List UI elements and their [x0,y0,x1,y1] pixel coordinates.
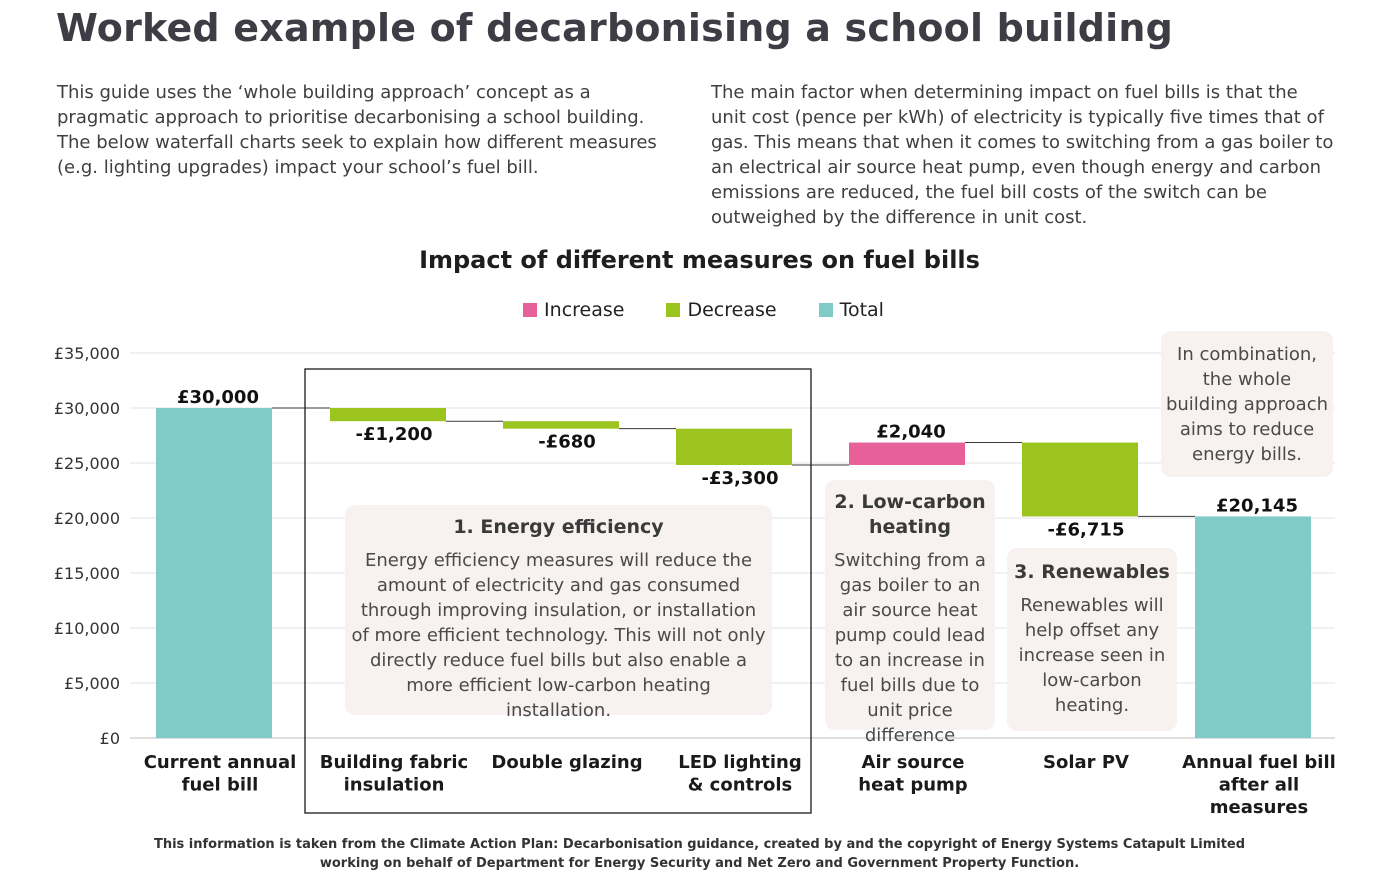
legend-item-total: Total [818,299,884,321]
legend-swatch-decrease [666,303,681,317]
y-tick-label: £10,000 [54,619,120,638]
legend-item-increase: Increase [523,299,624,321]
callout-combination-text: In combination, the whole building appro… [1165,344,1329,465]
energy-efficiency-group-box [304,368,812,814]
callout-low-carbon-heating: 2. Low-carbon heating Switching from a g… [825,480,995,746]
category-label-building-fabric-insulation: insulation [344,775,445,796]
category-label-air-source-heat-pump: heat pump [858,775,967,796]
footer-line-2: working on behalf of Department for Ener… [319,856,1080,871]
category-label-current-annual-fuel-bill: Current annual [144,752,297,773]
category-label-building-fabric-insulation: Building fabric [320,752,468,773]
callout-energy-efficiency-heading: 1. Energy efficiency [453,516,664,538]
data-label-led-lighting-controls: -£3,300 [702,468,779,489]
y-tick-label: £25,000 [54,454,120,473]
callout-energy-efficiency-text: Energy efficiency measures will reduce t… [351,550,766,721]
legend-label-increase: Increase [544,299,625,321]
category-label-annual-fuel-bill-after-all-measures: after all [1219,775,1299,796]
data-label-solar-pv: -£6,715 [1048,519,1125,540]
bar-led-lighting-controls [676,428,792,465]
callout-low-carbon-heating-text: Switching from a gas boiler to an air so… [834,550,986,746]
data-label-current-annual-fuel-bill: £30,000 [177,387,259,408]
data-label-double-glazing: -£680 [538,432,596,453]
callout-renewables-heading: 3. Renewables [1014,561,1170,583]
bar-building-fabric-insulation [330,408,446,422]
page-title: Worked example of decarbonising a school… [56,6,1173,50]
category-label-air-source-heat-pump: Air source [862,752,965,773]
legend-label-decrease: Decrease [687,299,777,321]
data-label-annual-fuel-bill-after-all-measures: £20,145 [1216,495,1298,516]
legend-item-decrease: Decrease [666,299,777,321]
bar-air-source-heat-pump [849,442,965,465]
y-tick-label: £15,000 [54,564,120,583]
legend-swatch-increase [523,303,538,317]
callout-energy-efficiency: 1. Energy efficiency Energy efficiency m… [345,505,772,721]
callout-combination: In combination, the whole building appro… [1161,331,1333,477]
category-label-annual-fuel-bill-after-all-measures: measures [1210,797,1308,818]
intro-left-paragraph: This guide uses the ‘whole building appr… [57,82,657,178]
y-tick-label: £5,000 [64,674,120,693]
chart-title: Impact of different measures on fuel bil… [419,246,980,274]
category-label-led-lighting-controls: & controls [688,775,793,796]
bar-double-glazing [503,421,619,429]
source-footer: This information is taken from the Clima… [0,835,1399,873]
data-label-air-source-heat-pump: £2,040 [876,422,945,443]
legend-swatch-total [818,303,833,317]
y-tick-label: £20,000 [54,509,120,528]
y-tick-label: £30,000 [54,399,120,418]
bar-annual-fuel-bill-after-all-measures [1195,516,1311,738]
category-label-current-annual-fuel-bill: fuel bill [182,775,259,796]
legend-label-total: Total [839,299,884,321]
intro-right-paragraph: The main factor when determining impact … [711,82,1334,228]
y-tick-label: £0 [100,729,120,748]
category-label-solar-pv: Solar PV [1043,752,1129,773]
callout-renewables-text: Renewables will help offset any increase… [1018,595,1166,716]
y-tick-label: £35,000 [54,344,120,363]
category-label-double-glazing: Double glazing [491,752,642,773]
category-label-led-lighting-controls: LED lighting [678,752,802,773]
bar-solar-pv [1022,442,1138,517]
bar-current-annual-fuel-bill [156,408,272,738]
callout-renewables: 3. Renewables Renewables will help offse… [1007,548,1177,731]
chart-legend: Increase Decrease Total [0,299,1399,321]
footer-line-1: This information is taken from the Clima… [153,837,1246,852]
data-label-building-fabric-insulation: -£1,200 [356,424,433,445]
callout-low-carbon-heating-heading: 2. Low-carbon heating [834,491,986,538]
category-label-annual-fuel-bill-after-all-measures: Annual fuel bill [1182,752,1336,773]
